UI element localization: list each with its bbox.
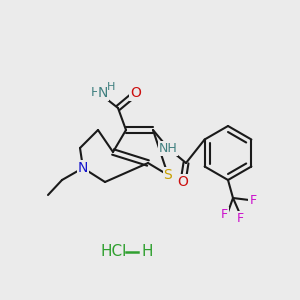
Text: HCl: HCl	[101, 244, 127, 260]
Text: H: H	[141, 244, 153, 260]
Text: F: F	[249, 194, 256, 206]
Text: F: F	[220, 208, 228, 220]
Text: N: N	[98, 86, 108, 100]
Text: S: S	[164, 168, 172, 182]
Text: O: O	[130, 86, 141, 100]
Text: H: H	[107, 82, 115, 92]
Text: O: O	[178, 175, 188, 189]
Text: NH: NH	[159, 142, 177, 154]
Text: F: F	[236, 212, 244, 224]
Text: H: H	[90, 86, 100, 100]
Text: N: N	[78, 161, 88, 175]
